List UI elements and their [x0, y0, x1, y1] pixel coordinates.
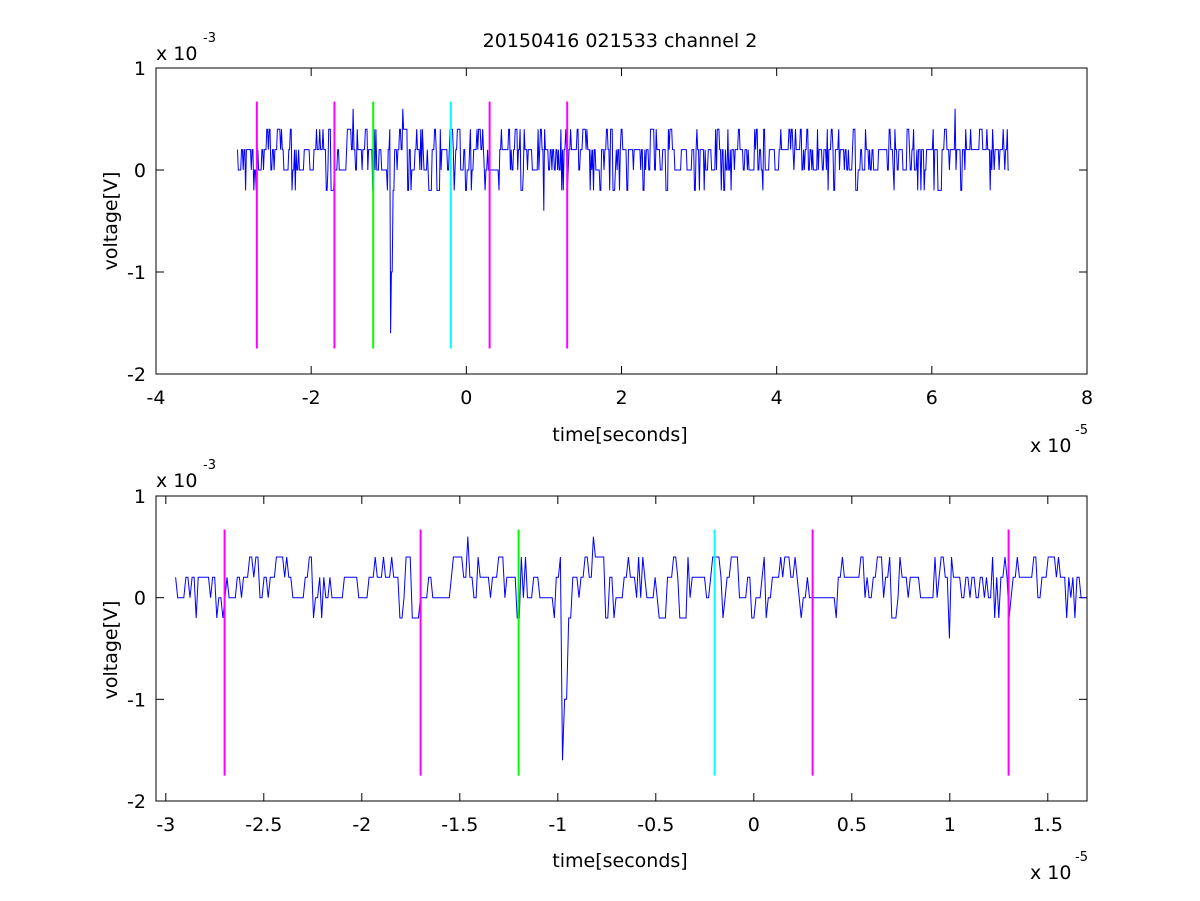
x-tick-label: 1	[944, 814, 956, 836]
y-axis-label: voltage[V]	[100, 172, 122, 271]
x-axis-label: time[seconds]	[552, 424, 687, 446]
plot-area: -3 -2.5 -2 -1.5 -1 -0.5 0 0.5 1 1.5 -2 -1 0 1	[127, 486, 1088, 836]
x-tick-label: -2.5	[245, 814, 282, 836]
x-tick-label: 6	[926, 387, 938, 409]
subplot-top: 20150416 021533 channel 2 x 10 -3 -4 -2 0 2…	[100, 30, 1093, 457]
x-exponent-power: -5	[1075, 423, 1088, 438]
x-tick-label: -0.5	[637, 814, 674, 836]
x-exponent-label: x 10 -5	[1030, 850, 1088, 884]
x-exponent-base: x 10	[1030, 435, 1071, 457]
y-tick-label: -2	[127, 791, 146, 813]
y-axis-label: voltage[V]	[100, 601, 122, 700]
subplot-bottom: x 10 -3 -3 -2.5 -2 -1.5 -1 -0.5 0 0.5 1 1.5 -2 -1 0 1…	[100, 458, 1088, 884]
x-exponent-power: -5	[1075, 850, 1088, 865]
y-tick-label: 0	[134, 160, 146, 182]
x-tick-label: 0.5	[837, 814, 867, 836]
y-tick-label: -2	[127, 364, 146, 386]
x-tick-label: -1.5	[441, 814, 478, 836]
y-tick-label: 1	[134, 58, 146, 80]
y-exponent-label: x 10 -3	[156, 458, 216, 492]
axes-frame	[155, 67, 1088, 375]
x-tick-label: 4	[771, 387, 783, 409]
chart-title: 20150416 021533 channel 2	[483, 30, 758, 52]
y-tick-label: 1	[134, 486, 146, 508]
y-exponent-base: x 10	[156, 470, 197, 492]
x-tick-label: -4	[147, 387, 166, 409]
x-tick-label: 2	[615, 387, 627, 409]
y-exponent-label: x 10 -3	[156, 31, 216, 65]
x-tick-label: -2	[302, 387, 321, 409]
x-axis-label: time[seconds]	[552, 850, 687, 872]
x-tick-label: 0	[460, 387, 472, 409]
x-tick-label: -3	[156, 814, 175, 836]
x-tick-label: 1.5	[1033, 814, 1063, 836]
x-tick-label: 0	[748, 814, 760, 836]
signal-trace	[237, 108, 1009, 334]
y-tick-label: -1	[127, 262, 146, 284]
x-tick-label: 8	[1081, 387, 1093, 409]
y-tick-label: 0	[134, 588, 146, 610]
x-tick-label: -1	[548, 814, 567, 836]
axes-frame	[155, 495, 1088, 802]
y-exponent-power: -3	[203, 458, 216, 473]
x-tick-label: -2	[352, 814, 371, 836]
signal-trace	[175, 536, 1086, 761]
y-exponent-power: -3	[203, 31, 216, 46]
y-exponent-base: x 10	[156, 43, 197, 65]
plot-area: -4 -2 0 2 4 6 8-2-101	[127, 58, 1093, 409]
y-tick-label: -1	[127, 689, 146, 711]
x-exponent-base: x 10	[1030, 862, 1071, 884]
x-exponent-label: x 10 -5	[1030, 423, 1088, 457]
